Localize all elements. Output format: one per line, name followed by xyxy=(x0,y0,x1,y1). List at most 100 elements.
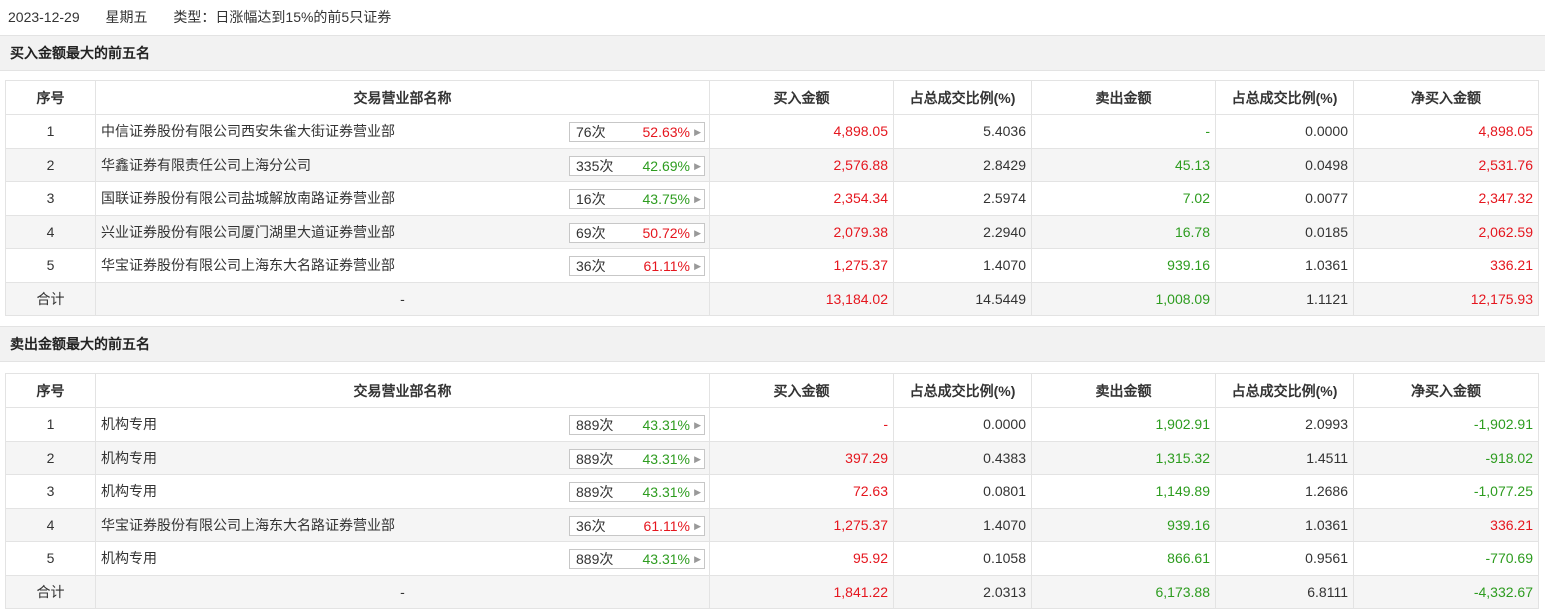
table-row: 3 国联证券股份有限公司盐城解放南路证券营业部 16次 43.75% ▶ 2,354.34… xyxy=(5,181,1539,216)
dept-rate: 43.31% xyxy=(642,484,690,500)
sell-ratio: 0.0498 xyxy=(1215,147,1354,182)
col-buy[interactable]: 买入金额 xyxy=(709,80,894,115)
net-amount: 2,062.59 xyxy=(1353,214,1539,249)
dept-cell: 机构专用 889次 43.31% ▶ xyxy=(95,440,710,475)
dept-count: 889次 xyxy=(576,417,614,433)
dept-name-link[interactable]: 中信证券股份有限公司西安朱雀大街证券营业部 xyxy=(101,123,395,140)
buy-amount: 1,275.37 xyxy=(709,507,894,542)
total-net: 12,175.93 xyxy=(1353,281,1539,316)
total-buy-ratio: 14.5449 xyxy=(893,281,1032,316)
dept-stats-badge[interactable]: 16次 43.75% ▶ xyxy=(569,189,705,209)
table-header-row: 序号 交易营业部名称 买入金额 占总成交比例(%) 卖出金额 占总成交比例(%)… xyxy=(5,373,1539,408)
dept-stats-badge[interactable]: 69次 50.72% ▶ xyxy=(569,222,705,243)
dept-cell: 兴业证券股份有限公司厦门湖里大道证券营业部 69次 50.72% ▶ xyxy=(95,214,710,249)
sell-amount: - xyxy=(1031,114,1216,149)
total-sell-ratio: 6.8111 xyxy=(1215,574,1354,609)
net-amount: -1,902.91 xyxy=(1353,407,1539,442)
net-amount: -770.69 xyxy=(1353,541,1539,576)
sell-amount: 45.13 xyxy=(1031,147,1216,182)
dept-cell: 国联证券股份有限公司盐城解放南路证券营业部 16次 43.75% ▶ xyxy=(95,181,710,216)
dept-name-link[interactable]: 华鑫证券有限责任公司上海分公司 xyxy=(101,156,311,173)
table-row: 4 兴业证券股份有限公司厦门湖里大道证券营业部 69次 50.72% ▶ 2,079.38… xyxy=(5,214,1539,249)
buy-ratio: 2.2940 xyxy=(893,214,1032,249)
buy-amount: 2,079.38 xyxy=(709,214,894,249)
col-seq: 序号 xyxy=(5,80,96,115)
dept-rate: 43.75% xyxy=(642,191,690,207)
dept-name-link[interactable]: 机构专用 xyxy=(101,483,157,500)
dept-stats-badge[interactable]: 889次 43.31% ▶ xyxy=(569,549,705,569)
dept-stats-badge[interactable]: 36次 61.11% ▶ xyxy=(569,256,705,276)
dept-stats-badge[interactable]: 76次 52.63% ▶ xyxy=(569,122,705,142)
col-buy-ratio[interactable]: 占总成交比例(%) xyxy=(893,373,1032,408)
table-header-row: 序号 交易营业部名称 买入金额 占总成交比例(%) 卖出金额 占总成交比例(%)… xyxy=(5,80,1539,115)
dept-cell: 华宝证券股份有限公司上海东大名路证券营业部 36次 61.11% ▶ xyxy=(95,507,710,542)
dept-name-link[interactable]: 华宝证券股份有限公司上海东大名路证券营业部 xyxy=(101,516,395,533)
dept-cell: 华鑫证券有限责任公司上海分公司 335次 42.69% ▶ xyxy=(95,147,710,182)
sell-top5-table: 序号 交易营业部名称 买入金额 占总成交比例(%) 卖出金额 占总成交比例(%)… xyxy=(5,373,1539,609)
sell-table-body: 1 机构专用 889次 43.31% ▶ -0.0000 1,902.91 2.0993 -1,… xyxy=(5,407,1539,609)
total-label: 合计 xyxy=(5,574,96,609)
dept-stats-badge[interactable]: 335次 42.69% ▶ xyxy=(569,155,705,176)
col-dept: 交易营业部名称 xyxy=(95,373,710,408)
dept-count: 889次 xyxy=(576,551,614,567)
dept-rate: 42.69% xyxy=(642,157,690,174)
buy-section-title: 买入金额最大的前五名 xyxy=(0,35,1545,71)
dept-stats-badge[interactable]: 889次 43.31% ▶ xyxy=(569,415,705,435)
dept-name-link[interactable]: 华宝证券股份有限公司上海东大名路证券营业部 xyxy=(101,257,395,274)
buy-amount: - xyxy=(709,407,894,442)
dept-cell: 中信证券股份有限公司西安朱雀大街证券营业部 76次 52.63% ▶ xyxy=(95,114,710,149)
dept-stats-badge[interactable]: 889次 43.31% ▶ xyxy=(569,482,705,502)
dept-count: 889次 xyxy=(576,450,614,467)
dept-cell: 机构专用 889次 43.31% ▶ xyxy=(95,541,710,576)
total-sell: 6,173.88 xyxy=(1031,574,1216,609)
row-seq: 3 xyxy=(5,474,96,509)
col-buy-ratio[interactable]: 占总成交比例(%) xyxy=(893,80,1032,115)
buy-ratio: 1.4070 xyxy=(893,248,1032,283)
table-row: 2 华鑫证券有限责任公司上海分公司 335次 42.69% ▶ 2,576.88 2.842… xyxy=(5,147,1539,182)
info-bar: 2023-12-29 星期五 类型：日涨幅达到15%的前5只证券 xyxy=(0,0,1545,34)
dept-name-link[interactable]: 国联证券股份有限公司盐城解放南路证券营业部 xyxy=(101,190,395,207)
col-sell[interactable]: 卖出金额 xyxy=(1031,80,1216,115)
buy-ratio: 0.0000 xyxy=(893,407,1032,442)
buy-ratio: 0.0801 xyxy=(893,474,1032,509)
dept-rate: 61.11% xyxy=(643,517,690,534)
table-row: 5 华宝证券股份有限公司上海东大名路证券营业部 36次 61.11% ▶ 1,275.37… xyxy=(5,248,1539,283)
buy-amount: 397.29 xyxy=(709,440,894,475)
buy-table-body: 1 中信证券股份有限公司西安朱雀大街证券营业部 76次 52.63% ▶ 4,898.05… xyxy=(5,114,1539,316)
buy-amount: 1,275.37 xyxy=(709,248,894,283)
col-sell[interactable]: 卖出金额 xyxy=(1031,373,1216,408)
sell-amount: 866.61 xyxy=(1031,541,1216,576)
triangle-right-icon: ▶ xyxy=(694,453,701,464)
table-row: 5 机构专用 889次 43.31% ▶ 95.92 0.1058 866.61 0.9561-… xyxy=(5,541,1539,576)
table-row: 1 机构专用 889次 43.31% ▶ -0.0000 1,902.91 2.0993 -1,… xyxy=(5,407,1539,442)
dept-count: 889次 xyxy=(576,484,614,500)
row-seq: 5 xyxy=(5,541,96,576)
sell-ratio: 0.9561 xyxy=(1215,541,1354,576)
table-row: 2 机构专用 889次 43.31% ▶ 397.29 0.4383 1,315.32 1.45… xyxy=(5,440,1539,475)
sell-ratio: 0.0185 xyxy=(1215,214,1354,249)
triangle-right-icon: ▶ xyxy=(694,420,701,430)
col-net[interactable]: 净买入金额 xyxy=(1353,373,1539,408)
col-buy[interactable]: 买入金额 xyxy=(709,373,894,408)
dept-rate: 52.63% xyxy=(642,124,690,140)
dept-stats-badge[interactable]: 36次 61.11% ▶ xyxy=(569,515,705,536)
dept-cell: 华宝证券股份有限公司上海东大名路证券营业部 36次 61.11% ▶ xyxy=(95,248,710,283)
dept-name-link[interactable]: 兴业证券股份有限公司厦门湖里大道证券营业部 xyxy=(101,223,395,240)
dept-name-link[interactable]: 机构专用 xyxy=(101,416,157,433)
row-seq: 2 xyxy=(5,147,96,182)
dept-name-link[interactable]: 机构专用 xyxy=(101,550,157,567)
row-seq: 1 xyxy=(5,407,96,442)
sell-amount: 1,149.89 xyxy=(1031,474,1216,509)
total-dept: - xyxy=(95,574,710,609)
sell-amount: 7.02 xyxy=(1031,181,1216,216)
sell-ratio: 1.0361 xyxy=(1215,507,1354,542)
sell-amount: 1,902.91 xyxy=(1031,407,1216,442)
buy-amount: 4,898.05 xyxy=(709,114,894,149)
sell-ratio: 1.2686 xyxy=(1215,474,1354,509)
col-sell-ratio[interactable]: 占总成交比例(%) xyxy=(1215,373,1354,408)
dept-name-link[interactable]: 机构专用 xyxy=(101,449,157,466)
col-sell-ratio[interactable]: 占总成交比例(%) xyxy=(1215,80,1354,115)
net-amount: 2,531.76 xyxy=(1353,147,1539,182)
col-net[interactable]: 净买入金额 xyxy=(1353,80,1539,115)
dept-stats-badge[interactable]: 889次 43.31% ▶ xyxy=(569,448,705,469)
